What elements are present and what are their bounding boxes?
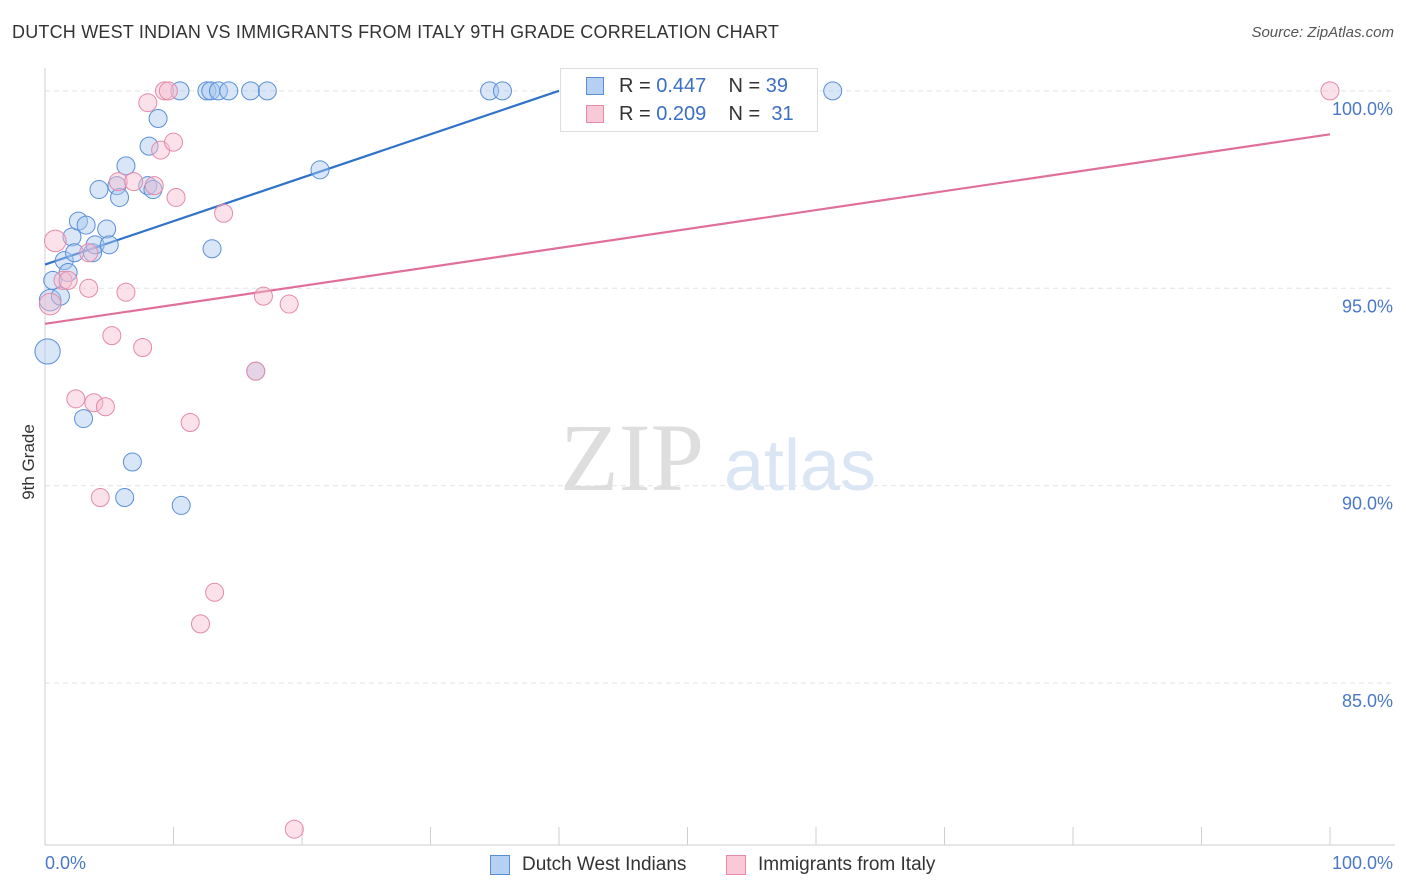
x-tick-label: 0.0% (45, 853, 86, 873)
point-dutch-west-indian (97, 219, 117, 239)
point-immigrant-italy (138, 93, 158, 113)
y-axis-label: 9th Grade (19, 424, 38, 500)
point-immigrant-italy (214, 203, 234, 223)
point-immigrant-italy (58, 270, 78, 290)
series-legend-italy: Immigrants from Italy (726, 852, 935, 878)
point-immigrant-italy (205, 582, 225, 602)
point-dutch-west-indian (241, 81, 261, 101)
point-dutch-west-indian (310, 160, 330, 180)
watermark-zip: ZIP (560, 404, 704, 511)
series-swatch-pink (726, 855, 746, 875)
point-immigrant-italy (133, 337, 153, 357)
gridlines (45, 90, 1395, 684)
series-label-italy: Immigrants from Italy (758, 854, 936, 875)
point-immigrant-italy (166, 187, 186, 207)
point-dutch-west-indian (116, 156, 136, 176)
trend-lines (44, 89, 1331, 325)
point-immigrant-italy (144, 176, 164, 196)
point-dutch-west-indian (257, 81, 277, 101)
series-label-dutch: Dutch West Indians (522, 854, 687, 875)
point-immigrant-italy (66, 389, 86, 409)
point-immigrant-italy (1320, 81, 1340, 101)
point-immigrant-italy (43, 229, 67, 253)
point-immigrant-italy (79, 243, 99, 263)
point-dutch-west-indian (89, 180, 109, 200)
point-dutch-west-indian (74, 409, 94, 429)
y-tick-label: 90.0% (1342, 494, 1393, 514)
legend-text: R = 0.209 N = 31 (619, 103, 794, 126)
legend-text: R = 0.447 N = 39 (619, 75, 788, 98)
y-tick-label: 85.0% (1342, 691, 1393, 711)
point-dutch-west-indian (76, 215, 96, 235)
trend-line-immigrant-italy (44, 133, 1331, 325)
x-tick-labels: 0.0% 100.0% (45, 853, 1393, 873)
point-dutch-west-indian (138, 176, 158, 196)
point-dutch-west-indian (219, 81, 239, 101)
legend-swatch-blue (586, 77, 604, 95)
y-tick-label: 100.0% (1332, 99, 1393, 119)
point-immigrant-italy (95, 397, 115, 417)
legend-n-value: 39 (765, 74, 789, 97)
legend-r-value: 0.447 (656, 74, 707, 97)
point-immigrant-italy (79, 278, 99, 298)
point-immigrant-italy (124, 172, 144, 192)
point-dutch-west-indian (115, 488, 135, 508)
trend-line-dutch-west-indian (44, 89, 560, 266)
point-immigrant-italy (53, 270, 73, 290)
point-dutch-west-indian (122, 452, 142, 472)
point-dutch-west-indian (170, 81, 190, 101)
point-immigrant-italy (164, 132, 183, 152)
legend-n-value: 31 (771, 102, 794, 125)
point-dutch-west-indian (43, 270, 63, 290)
source-label: Source: ZipAtlas.com (1251, 24, 1394, 41)
legend-swatch-pink (586, 105, 604, 123)
point-immigrant-italy (116, 282, 136, 302)
point-immigrant-italy (90, 488, 110, 508)
point-dutch-west-indian (202, 239, 222, 259)
point-immigrant-italy (84, 393, 104, 413)
legend-r-label: R = (619, 74, 657, 97)
point-dutch-west-indian (54, 251, 74, 271)
data-points (34, 81, 1340, 839)
y-tick-labels: 85.0% 90.0% 95.0% 100.0% (1332, 99, 1393, 711)
watermark-atlas: atlas (724, 426, 876, 506)
point-dutch-west-indian (99, 235, 119, 255)
point-dutch-west-indian (823, 81, 843, 101)
stats-legend: R = 0.447 N = 39 R = 0.209 N = 31 (560, 68, 818, 132)
point-immigrant-italy (102, 326, 122, 346)
point-immigrant-italy (253, 286, 273, 306)
x-tick-label: 100.0% (1332, 853, 1393, 873)
point-immigrant-italy (190, 614, 210, 634)
watermark: ZIP atlas (560, 404, 876, 511)
point-dutch-west-indian (492, 81, 512, 101)
axes (44, 68, 1395, 846)
legend-n-label: N = (728, 74, 766, 97)
point-dutch-west-indian (110, 187, 130, 207)
y-tick-label: 95.0% (1342, 296, 1393, 316)
point-dutch-west-indian (139, 136, 159, 156)
point-immigrant-italy (180, 413, 200, 433)
series-swatch-blue (490, 855, 510, 875)
point-dutch-west-indian (148, 108, 168, 128)
legend-r-label: R = (619, 102, 657, 125)
legend-r-value: 0.209 (656, 102, 707, 125)
series-legend-dutch: Dutch West Indians (490, 852, 686, 878)
point-dutch-west-indian (208, 81, 228, 101)
series-legend: Dutch West Indians Immigrants from Italy (0, 852, 1406, 878)
chart-title: DUTCH WEST INDIAN VS IMMIGRANTS FROM ITA… (12, 22, 780, 42)
point-dutch-west-indian (34, 338, 61, 365)
point-dutch-west-indian (85, 235, 105, 255)
point-immigrant-italy (108, 172, 128, 192)
legend-n-label: N = (728, 102, 766, 125)
point-immigrant-italy (158, 81, 178, 101)
point-immigrant-italy (38, 292, 62, 316)
point-immigrant-italy (246, 361, 266, 381)
point-immigrant-italy (279, 294, 299, 314)
point-dutch-west-indian (171, 495, 191, 515)
point-immigrant-italy (284, 819, 304, 839)
